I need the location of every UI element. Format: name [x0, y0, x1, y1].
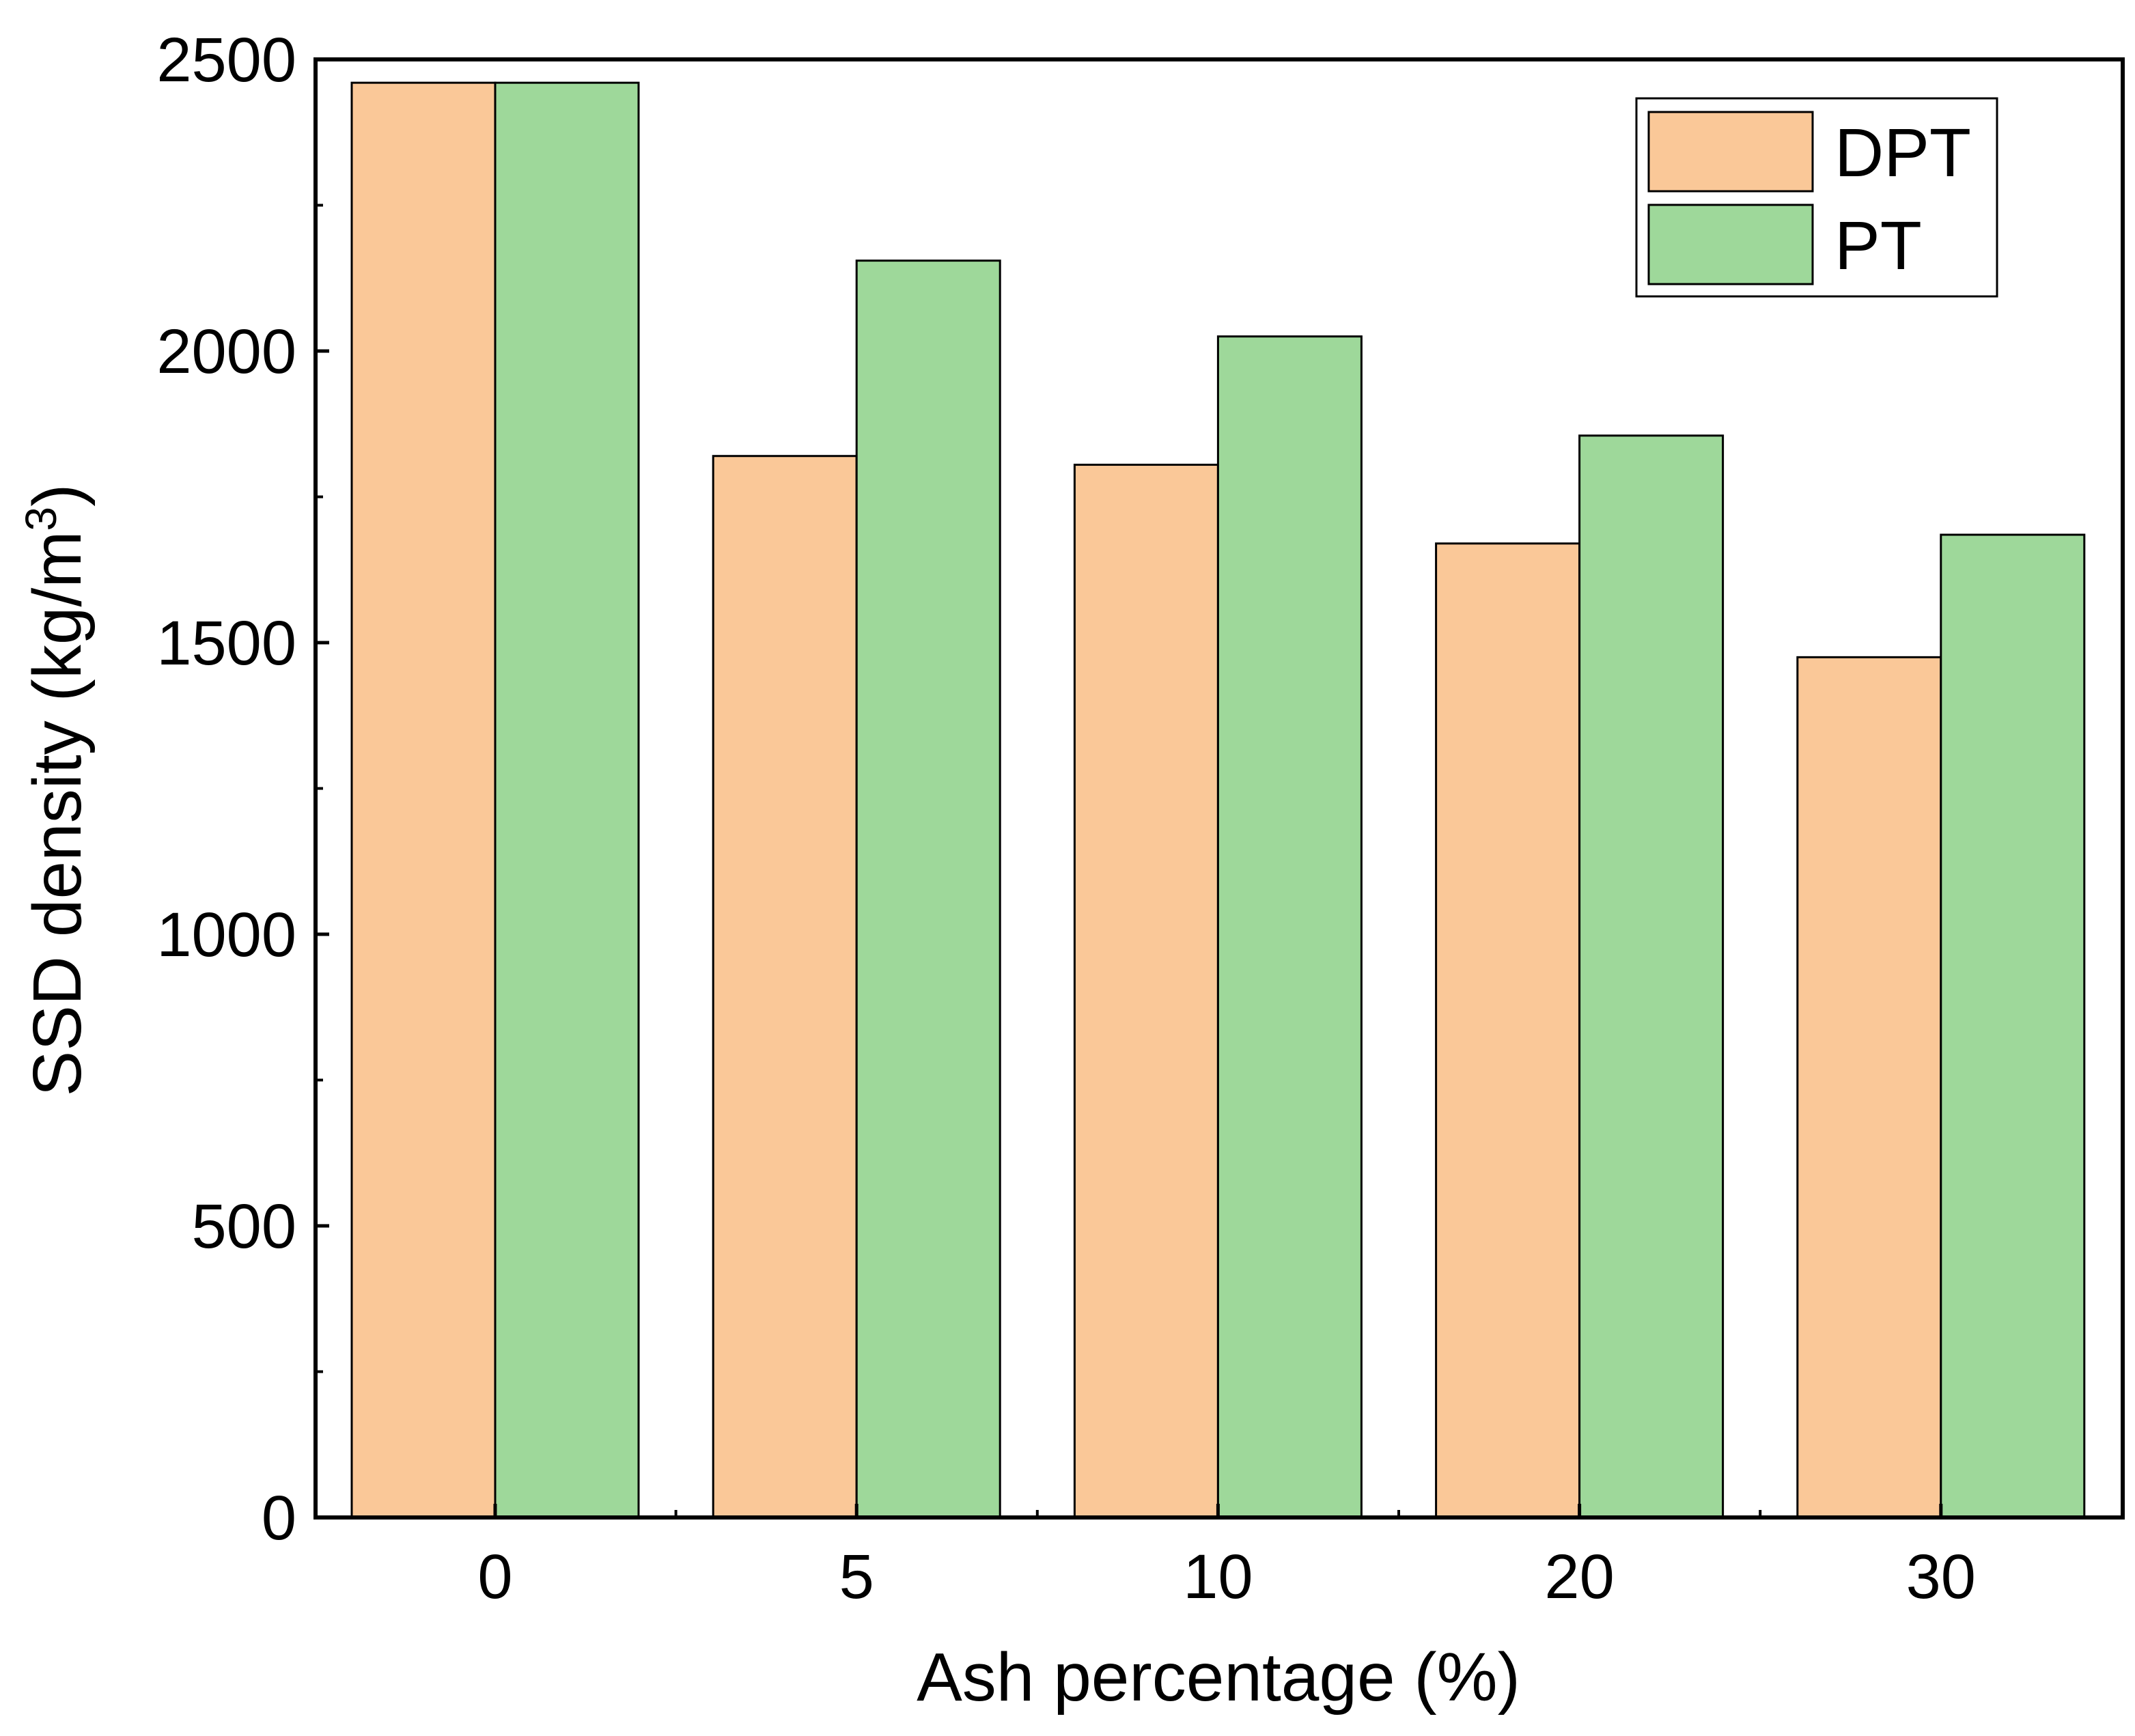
- legend-label-pt: PT: [1834, 208, 1922, 284]
- legend: DPT PT: [1635, 97, 1998, 298]
- y-axis-title-superscript: 3: [16, 507, 66, 531]
- x-tick-label-10: 10: [1183, 1542, 1253, 1612]
- y-tick-label: 500: [192, 1192, 297, 1261]
- x-axis-ticks: 0 5 10 20 30: [477, 1504, 1976, 1612]
- y-tick-label: 2500: [156, 25, 296, 95]
- bar-pt-30: [1940, 533, 2086, 1519]
- legend-swatch-pt: [1647, 204, 1814, 285]
- y-tick-label: 1500: [156, 608, 296, 678]
- y-tick-label: 0: [262, 1483, 296, 1553]
- y-axis-title-main: SSD density (kg/m: [19, 531, 96, 1096]
- x-tick-label-20: 20: [1544, 1542, 1614, 1612]
- bar-dpt-0: [350, 81, 497, 1519]
- x-tick-label-5: 5: [839, 1542, 874, 1612]
- bar-pt-10: [1216, 335, 1363, 1519]
- bars-group: [350, 81, 2086, 1519]
- x-tick-label-0: 0: [477, 1542, 512, 1612]
- bar-dpt-10: [1073, 464, 1219, 1519]
- bar-dpt-20: [1435, 542, 1581, 1519]
- x-tick-label-30: 30: [1906, 1542, 1976, 1612]
- y-tick-label: 1000: [156, 900, 296, 970]
- legend-swatch-dpt: [1647, 111, 1814, 193]
- legend-label-dpt: DPT: [1834, 115, 1971, 191]
- y-axis-ticks: 0 500 1000 1500 2000 2500: [156, 25, 329, 1553]
- bar-dpt-30: [1796, 656, 1942, 1519]
- y-tick-label: 2000: [156, 317, 296, 387]
- y-axis-title-end: ): [19, 484, 96, 507]
- bar-pt-5: [855, 260, 1001, 1519]
- bar-pt-0: [494, 81, 640, 1519]
- x-axis-title: Ash percentage (%): [917, 1639, 1520, 1716]
- y-axis-title: SSD density (kg/m3): [16, 484, 96, 1097]
- bar-pt-20: [1578, 434, 1725, 1519]
- bar-dpt-5: [712, 455, 858, 1519]
